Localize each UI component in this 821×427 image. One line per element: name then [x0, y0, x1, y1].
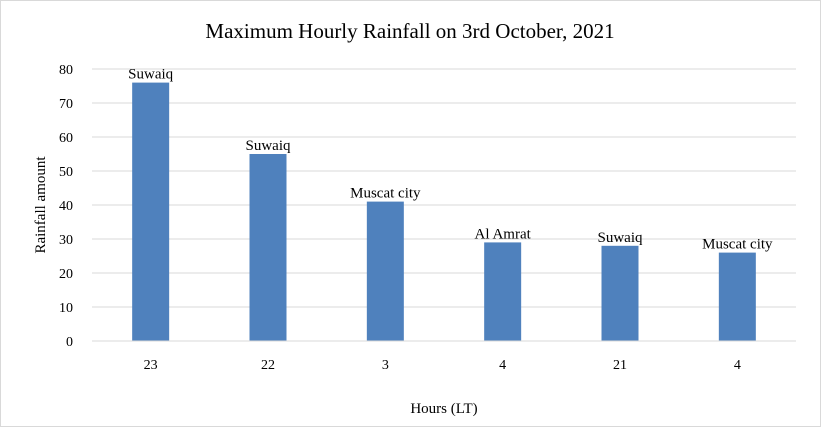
bar-data-label: Al Amrat [475, 226, 532, 242]
bar [366, 201, 404, 341]
x-tick-label: 4 [499, 358, 506, 373]
bar [132, 82, 170, 341]
bar-data-label: Suwaiq [598, 230, 644, 246]
gridlines [92, 68, 796, 308]
x-tick-label: 23 [144, 358, 158, 373]
x-axis-label: Hours (LT) [410, 401, 477, 417]
data-labels: Suwaiq Suwaiq Muscat city Al Amrat Suwaiq Mus… [128, 67, 773, 253]
bar [601, 245, 639, 341]
bar-data-label: Suwaiq [128, 67, 174, 83]
y-tick-label: 10 [59, 301, 73, 316]
x-tick-label: 3 [382, 358, 389, 373]
x-tick-label: 21 [613, 358, 627, 373]
y-tick-label: 60 [59, 131, 73, 146]
bar [249, 154, 287, 341]
chart-title: Maximum Hourly Rainfall on 3rd October, … [205, 19, 614, 43]
bars [132, 82, 756, 341]
x-tick-label: 4 [734, 358, 741, 373]
y-tick-label: 20 [59, 267, 73, 282]
y-tick-label: 80 [59, 63, 73, 78]
bar-data-label: Suwaiq [246, 138, 292, 154]
bar-data-label: Muscat city [702, 237, 773, 253]
y-tick-label: 70 [59, 97, 73, 112]
y-tick-label: 50 [59, 165, 73, 180]
y-axis-ticks: 0 10 20 30 40 50 60 70 80 [59, 63, 73, 350]
x-tick-label: 22 [261, 358, 275, 373]
y-tick-label: 30 [59, 233, 73, 248]
y-tick-label: 0 [66, 335, 73, 350]
y-axis-label: Rainfall amount [33, 156, 49, 254]
bar [484, 242, 522, 341]
bar [718, 252, 756, 341]
bar-data-label: Muscat city [350, 186, 421, 202]
y-tick-label: 40 [59, 199, 73, 214]
x-axis-ticks: 23 22 3 4 21 4 [144, 358, 741, 373]
